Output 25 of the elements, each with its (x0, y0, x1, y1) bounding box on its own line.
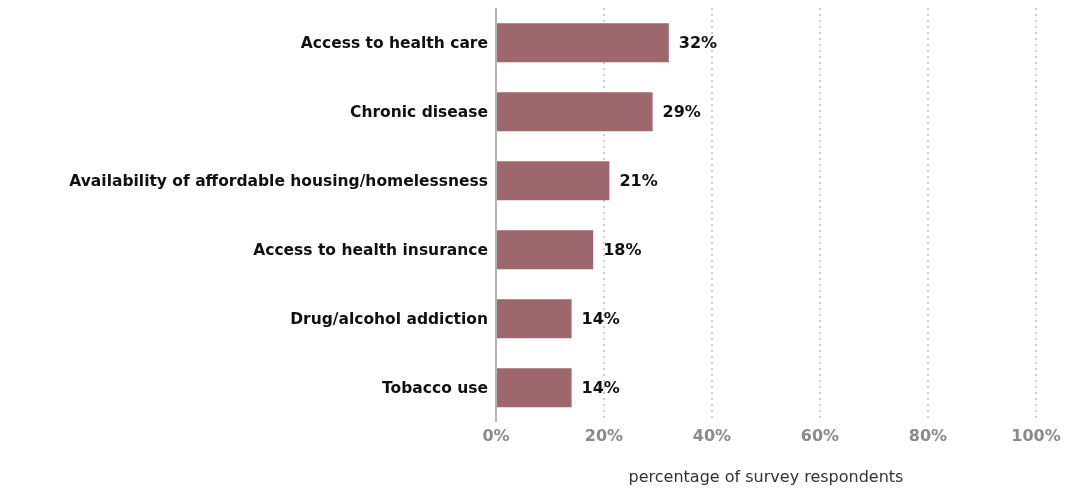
data-label: 32% (678, 33, 718, 53)
bar (496, 299, 572, 339)
bar (496, 23, 669, 63)
bar (496, 92, 653, 132)
y-tick-label: Access to health insurance (253, 241, 488, 259)
x-tick-label: 60% (800, 426, 840, 446)
x-tick-label: 20% (584, 426, 624, 446)
x-tick-label: 40% (692, 426, 732, 446)
data-label: 18% (603, 240, 642, 260)
y-tick-label: Access to health care (300, 34, 488, 52)
y-tick-label: Availability of affordable housing/homelessness (69, 172, 488, 190)
x-tick-label: 0% (482, 426, 510, 446)
data-label: 14% (581, 309, 620, 329)
x-axis-title: percentage of survey respondents (628, 467, 904, 486)
bar (496, 368, 572, 408)
data-label: 21% (619, 171, 658, 191)
data-label: 14% (581, 378, 620, 398)
bar (496, 230, 594, 270)
data-label: 29% (662, 102, 701, 122)
x-tick-label: 80% (908, 426, 948, 446)
y-tick-label: Chronic disease (350, 103, 488, 121)
bar (496, 161, 610, 201)
y-tick-label: Tobacco use (382, 379, 488, 397)
x-tick-label: 100% (1011, 426, 1061, 446)
y-tick-label: Drug/alcohol addiction (290, 310, 488, 328)
